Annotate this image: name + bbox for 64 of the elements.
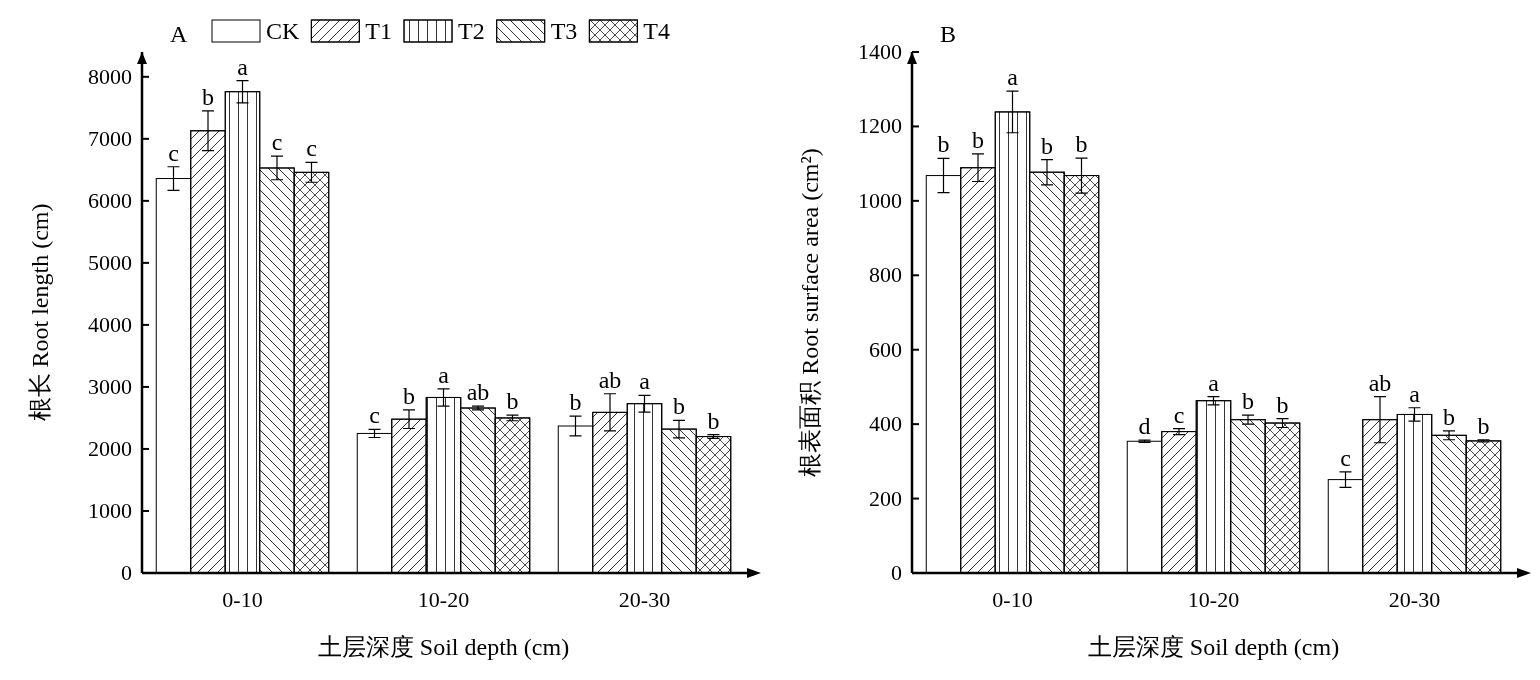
y-tick-label: 1000 (88, 497, 132, 523)
data-label: c (1340, 444, 1351, 471)
data-label: a (639, 368, 651, 395)
data-label: ab (1368, 369, 1392, 396)
data-label: b (403, 382, 415, 409)
data-label: b (1075, 131, 1088, 158)
x-axis-title: 土层深度 Soil depth (cm) (317, 634, 570, 660)
data-label: b (673, 393, 685, 420)
data-label: b (202, 83, 214, 110)
data-label: a (1409, 380, 1421, 407)
chart-title: B (940, 21, 957, 47)
y-tick-label: 1000 (858, 187, 902, 213)
y-tick-label: 1200 (858, 113, 902, 139)
data-label: c (168, 139, 179, 166)
y-tick-label: 8000 (88, 63, 132, 89)
data-label: b (1477, 412, 1490, 439)
data-label: a (438, 361, 450, 388)
x-tick-label: 20-30 (1388, 587, 1441, 612)
data-label: c (271, 129, 283, 156)
y-tick-label: 3000 (88, 373, 132, 399)
data-label: c (306, 135, 317, 162)
y-tick-label: 6000 (88, 187, 132, 213)
data-label: b (937, 131, 950, 158)
y-tick-label: 7000 (88, 125, 132, 151)
y-axis-title: 根表面积 Root surface area (cm²) (797, 148, 823, 477)
x-tick-label: 0-10 (222, 587, 263, 612)
y-tick-label: 1400 (858, 39, 902, 64)
y-axis-title: 根长 Root length (cm) (27, 203, 53, 422)
data-label: ab (466, 379, 490, 406)
data-label: b (1041, 132, 1053, 159)
data-label: c (1173, 401, 1185, 428)
x-tick-label: 20-30 (618, 587, 671, 612)
data-label: a (237, 53, 249, 80)
y-tick-label: 4000 (88, 311, 132, 337)
data-label: b (1443, 403, 1455, 430)
data-label: b (707, 407, 720, 434)
y-tick-label: 0 (121, 560, 132, 585)
y-tick-label: 800 (869, 262, 902, 288)
y-tick-label: 2000 (88, 435, 132, 461)
legend-label: T3 (550, 18, 578, 44)
legend-label: T2 (458, 18, 485, 44)
data-label: b (1276, 391, 1289, 418)
data-label: ab (598, 366, 622, 393)
x-tick-label: 10-20 (1187, 587, 1240, 612)
y-tick-label: 5000 (88, 249, 132, 275)
y-tick-label: 600 (869, 336, 902, 362)
x-tick-label: 10-20 (417, 587, 470, 612)
data-label: a (1007, 64, 1019, 91)
legend-label: T4 (643, 18, 671, 44)
data-label: b (506, 388, 519, 415)
chart-title: A (170, 21, 188, 47)
data-label: b (569, 389, 582, 416)
legend-label: T1 (365, 18, 393, 44)
data-label: a (1208, 369, 1220, 396)
data-label: b (1242, 388, 1254, 415)
data-label: d (1138, 413, 1151, 440)
y-tick-label: 200 (869, 485, 902, 511)
legend-label: CK (266, 18, 301, 44)
y-tick-label: 400 (869, 411, 902, 437)
data-label: b (972, 126, 984, 153)
x-axis-title: 土层深度 Soil depth (cm) (1087, 634, 1340, 660)
y-tick-label: 0 (891, 560, 902, 585)
x-tick-label: 0-10 (992, 587, 1033, 612)
data-label: c (369, 402, 380, 429)
